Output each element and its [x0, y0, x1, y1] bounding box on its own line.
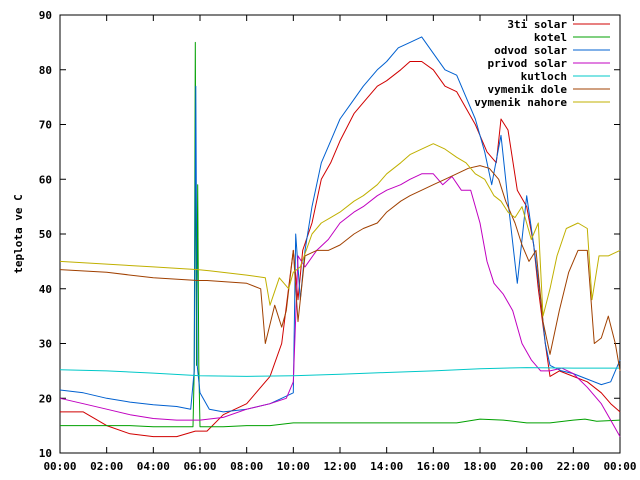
x-tick-label: 14:00: [370, 460, 403, 473]
y-axis-ticks: 10 20 30 40 50 60 70 80 90: [39, 9, 620, 460]
legend-label: kutloch: [521, 70, 567, 83]
x-tick-label: 12:00: [323, 460, 356, 473]
legend-label: odvod solar: [494, 44, 567, 57]
series-line-kotel: [60, 41, 621, 428]
series-lines: [59, 36, 621, 438]
x-tick-label: 08:00: [230, 460, 263, 473]
x-tick-label: 20:00: [510, 460, 543, 473]
series-line-3ti-solar: [60, 61, 621, 438]
series-line-vymenik-nahore: [59, 143, 621, 317]
x-tick-label: 06:00: [183, 460, 216, 473]
series-line-privod-solar: [59, 173, 621, 437]
x-axis-ticks: 00:00 02:00 04:00 06:00 08:00 10:00 12:00 14:00…: [43, 15, 637, 473]
x-tick-label: 00:00: [603, 460, 636, 473]
y-tick-label: 90: [39, 9, 52, 22]
legend-label: vymenik dole: [488, 83, 568, 96]
y-tick-label: 20: [39, 392, 52, 405]
y-tick-label: 10: [39, 447, 52, 460]
series-line-kutloch: [59, 367, 620, 377]
series-line-odvod-solar: [59, 36, 621, 413]
y-tick-label: 60: [39, 173, 52, 186]
y-axis-label: teplota ve C: [12, 194, 25, 273]
x-tick-label: 16:00: [417, 460, 450, 473]
legend-label: privod solar: [488, 57, 568, 70]
x-tick-label: 10:00: [277, 460, 310, 473]
series-line-vymenik-dole: [59, 165, 621, 371]
x-tick-label: 00:00: [43, 460, 76, 473]
legend-label: kotel: [534, 31, 567, 44]
x-tick-label: 22:00: [557, 460, 590, 473]
y-tick-label: 30: [39, 338, 52, 351]
y-tick-label: 50: [39, 228, 52, 241]
x-tick-label: 04:00: [137, 460, 170, 473]
legend-label: 3ti solar: [507, 18, 567, 31]
y-tick-label: 80: [39, 64, 52, 77]
x-tick-label: 18:00: [463, 460, 496, 473]
x-tick-label: 02:00: [90, 460, 123, 473]
legend-label: vymenik nahore: [474, 96, 567, 109]
y-tick-label: 40: [39, 283, 52, 296]
y-tick-label: 70: [39, 119, 52, 132]
